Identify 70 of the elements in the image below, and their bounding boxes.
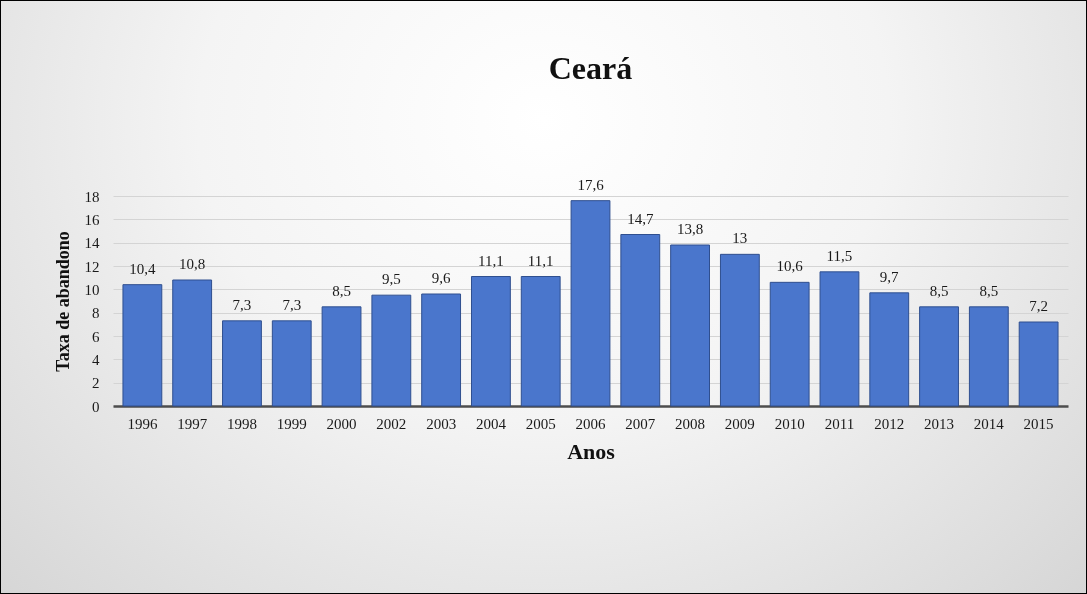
- data-label: 8,5: [979, 282, 999, 299]
- x-tick-label: 2006: [575, 415, 606, 432]
- y-tick-label: 4: [92, 351, 100, 368]
- bar: [471, 276, 511, 407]
- y-tick-label: 14: [84, 235, 100, 252]
- data-label: 17,6: [577, 176, 605, 193]
- data-label: 8,5: [929, 282, 949, 299]
- bar: [769, 281, 810, 407]
- y-tick-label: 10: [84, 281, 100, 298]
- bar: [122, 284, 163, 407]
- bar: [421, 293, 462, 407]
- bar: [1018, 321, 1059, 407]
- data-label: 11,1: [478, 252, 504, 269]
- x-tick-label: 2003: [426, 415, 457, 432]
- data-label: 10,6: [776, 258, 804, 275]
- x-tick-label: 2002: [376, 415, 407, 432]
- data-label: 11,5: [826, 247, 853, 264]
- data-label: 9,5: [381, 271, 401, 288]
- bar: [271, 320, 312, 407]
- chart-title: Ceará: [548, 49, 633, 86]
- bar: [172, 279, 213, 407]
- data-label: 7,2: [1029, 298, 1048, 314]
- x-tick-label: 2009: [724, 415, 755, 432]
- bar: [670, 244, 710, 407]
- bar: [919, 306, 959, 407]
- x-tick-label: 2005: [525, 415, 556, 432]
- bar: [719, 253, 760, 407]
- x-axis-title: Anos: [567, 438, 616, 464]
- x-tick-label: 2004: [475, 415, 507, 432]
- y-tick-label: 12: [84, 258, 100, 275]
- x-tick-label: 2013: [924, 415, 955, 432]
- data-label: 11,1: [527, 252, 554, 269]
- data-label: 10,8: [179, 256, 206, 272]
- x-tick-label: 1999: [276, 415, 307, 432]
- data-label: 8,5: [332, 282, 351, 299]
- bar: [620, 234, 661, 407]
- data-label: 7,3: [232, 296, 252, 313]
- data-label: 10,4: [129, 260, 156, 277]
- x-tick-label: 2012: [874, 415, 905, 432]
- bar: [371, 294, 412, 407]
- data-label: 13: [732, 230, 748, 247]
- y-tick-label: 16: [84, 211, 100, 228]
- bar: [819, 271, 860, 407]
- data-label: 9,6: [431, 270, 451, 286]
- x-tick-label: 2011: [824, 415, 855, 432]
- x-tick-label: 2008: [675, 415, 706, 432]
- x-tick-label: 2010: [774, 415, 805, 432]
- x-tick-label: 1997: [177, 415, 208, 432]
- y-tick-label: 6: [92, 328, 100, 345]
- y-tick-label: 8: [92, 305, 100, 322]
- data-label: 9,7: [879, 268, 900, 285]
- bar: [869, 292, 910, 407]
- bar: [570, 200, 611, 407]
- bar: [222, 320, 262, 407]
- x-tick-label: 2015: [1023, 415, 1054, 432]
- data-label: 14,7: [627, 210, 654, 227]
- y-axis-title: Taxa de abandono: [52, 231, 73, 372]
- x-tick-label: 1998: [226, 415, 257, 432]
- y-tick-label: 0: [92, 398, 100, 415]
- x-tick-label: 2000: [326, 415, 357, 432]
- data-label: 7,3: [282, 296, 302, 313]
- bar: [968, 306, 1009, 407]
- y-tick-label: 18: [84, 188, 100, 205]
- y-tick-label: 2: [92, 375, 100, 392]
- x-tick-label: 2014: [973, 415, 1005, 432]
- bar: [520, 276, 561, 407]
- data-label: 13,8: [676, 221, 704, 237]
- bar: [321, 306, 362, 407]
- x-tick-label: 1996: [127, 415, 158, 432]
- x-tick-label: 2007: [625, 415, 656, 432]
